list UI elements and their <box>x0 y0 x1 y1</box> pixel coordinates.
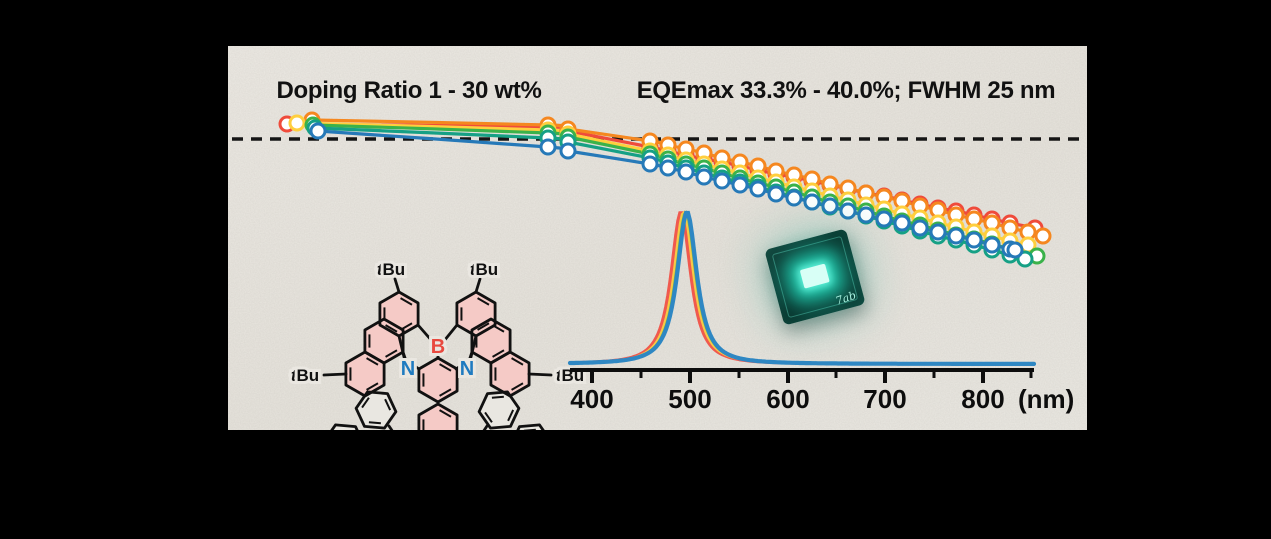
svg-text:tBu: tBu <box>291 366 319 385</box>
svg-text:tBu: tBu <box>377 260 405 279</box>
eqe-fwhm-title: EQEmax 33.3% - 40.0%; FWHM 25 nm <box>636 77 1056 104</box>
molecule-structure: BNNNNtButButButBu <box>288 257 587 430</box>
el-spectrum-group: 400 500 600 700 800 (nm) <box>567 210 1074 414</box>
x-tick-label: 500 <box>668 384 711 414</box>
doping-ratio-title: Doping Ratio 1 - 30 wt% <box>276 77 542 104</box>
svg-text:N: N <box>460 358 474 380</box>
x-tick-label: 600 <box>766 384 809 414</box>
x-tick-label: 800 <box>961 384 1004 414</box>
eqe-and-spectrum-chart: BNNNNtButButButBu400500600700800(nm) <box>232 111 1083 430</box>
svg-text:tBu: tBu <box>556 366 584 385</box>
x-tick-label: 400 <box>570 384 613 414</box>
spectrum-blue <box>567 210 1037 366</box>
graphical-abstract-panel: Doping Ratio 1 - 30 wt% EQEmax 33.3% - 4… <box>228 46 1087 430</box>
doping-series-blue-markers <box>309 122 1024 259</box>
svg-text:N: N <box>401 358 415 380</box>
svg-text:tBu: tBu <box>470 260 498 279</box>
svg-text:B: B <box>431 336 445 358</box>
eqe-curves <box>278 111 1052 268</box>
x-axis-unit: (nm) <box>1018 384 1074 414</box>
x-tick-label: 700 <box>863 384 906 414</box>
